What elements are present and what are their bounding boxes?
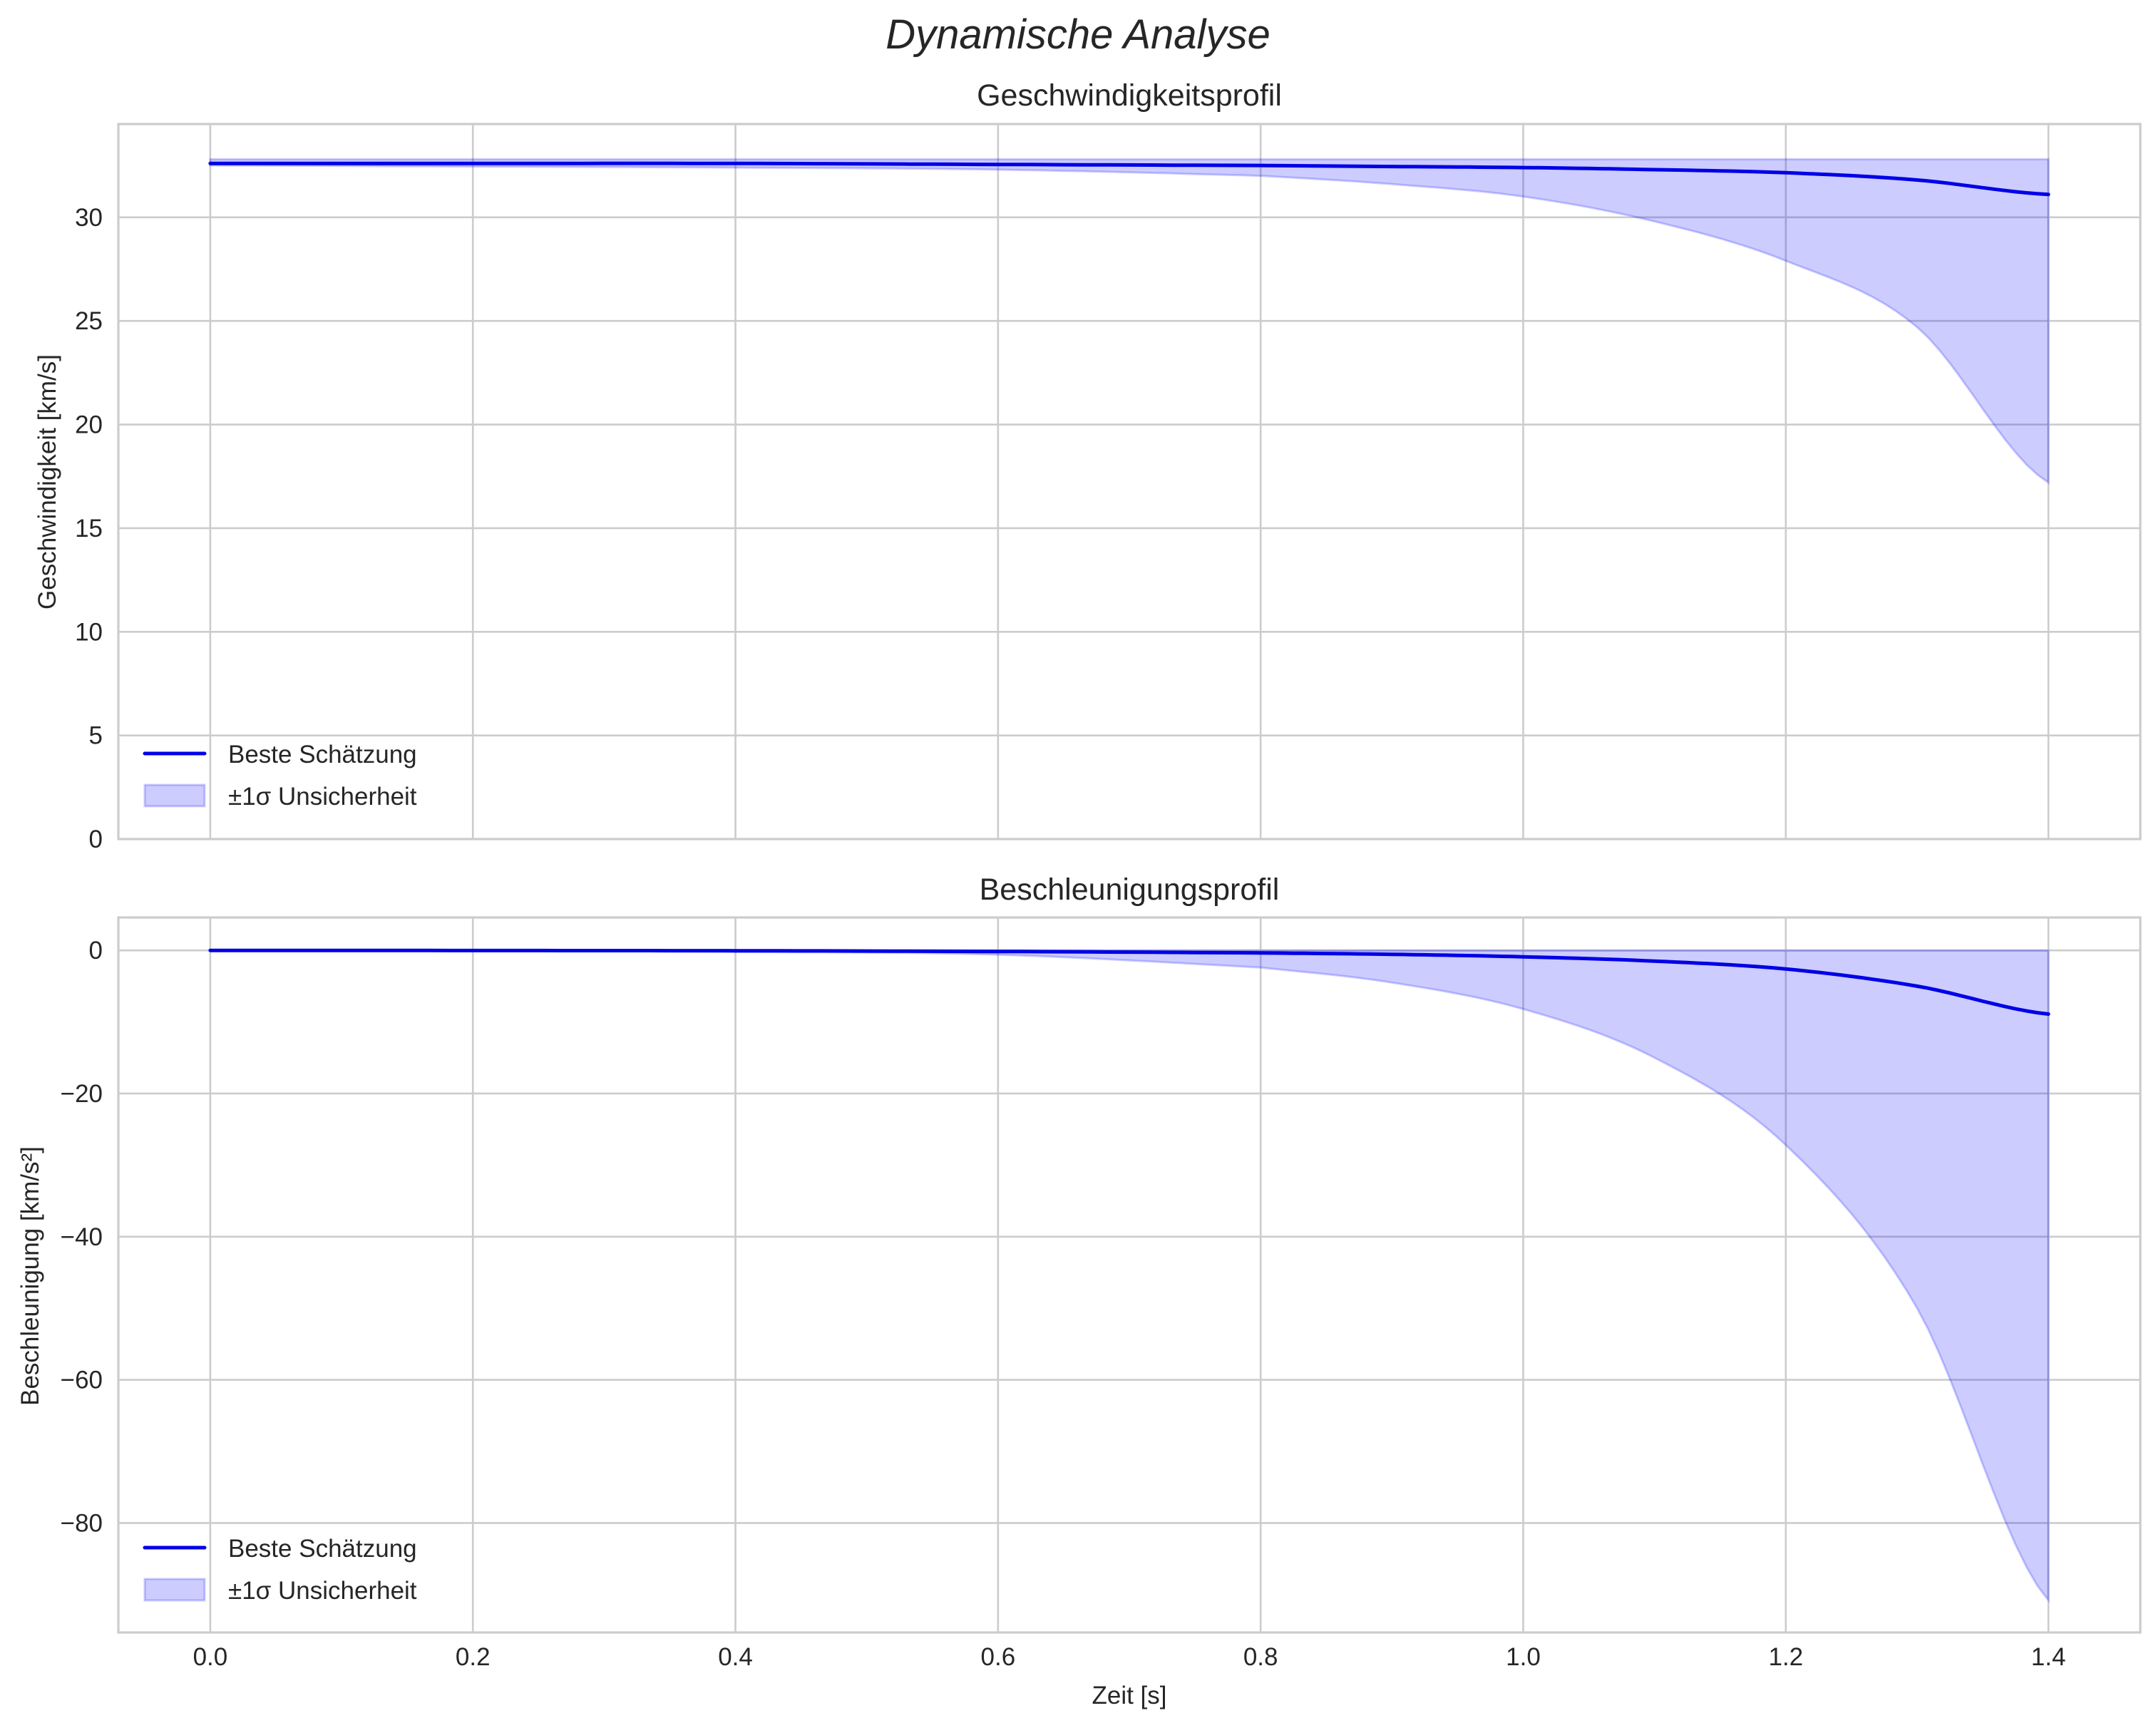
velocity-uncertainty-band bbox=[209, 158, 2050, 485]
x-tick-label: 1.4 bbox=[2031, 1643, 2066, 1671]
x-tick-label: 1.2 bbox=[1768, 1643, 1803, 1671]
velocity-grid bbox=[118, 124, 2140, 840]
x-tick-label: 0.4 bbox=[718, 1643, 753, 1671]
y-tick-label: 10 bbox=[75, 618, 103, 646]
x-tick-labels: 0.0 0.2 0.4 0.6 0.8 1.0 1.2 1.4 bbox=[193, 1643, 2066, 1671]
y-tick-label: −60 bbox=[61, 1367, 103, 1394]
acceleration-y-axis-label: Beschleunigung [km/s²] bbox=[16, 1146, 44, 1406]
y-tick-label: 20 bbox=[75, 411, 103, 439]
y-tick-label: 0 bbox=[89, 937, 103, 965]
acceleration-best-estimate-line bbox=[208, 948, 2050, 1016]
velocity-y-tick-labels: 0 5 10 15 20 25 30 bbox=[75, 204, 103, 853]
acceleration-legend: Beste Schätzung ±1σ Unsicherheit bbox=[143, 1535, 417, 1605]
legend-band-swatch bbox=[143, 783, 206, 808]
legend-label-uncertainty: ±1σ Unsicherheit bbox=[228, 783, 417, 811]
legend-label-best-estimate: Beste Schätzung bbox=[228, 741, 417, 768]
velocity-best-estimate-line bbox=[208, 161, 2050, 197]
y-tick-label: 25 bbox=[75, 307, 103, 335]
legend-label-best-estimate: Beste Schätzung bbox=[228, 1535, 417, 1563]
acceleration-panel-title: Beschleunigungsprofil bbox=[980, 873, 1280, 907]
y-tick-label: −40 bbox=[61, 1223, 103, 1251]
y-tick-label: −20 bbox=[61, 1080, 103, 1108]
y-tick-label: 0 bbox=[89, 826, 103, 853]
x-tick-label: 0.0 bbox=[193, 1643, 228, 1671]
best-estimate-line bbox=[208, 948, 2050, 1016]
uncertainty-band bbox=[209, 158, 2050, 485]
uncertainty-band bbox=[210, 949, 2050, 1604]
figure-title: Dynamische Analyse bbox=[885, 11, 1270, 58]
acceleration-y-tick-labels: 0 −20 −40 −60 −80 bbox=[61, 937, 103, 1537]
velocity-panel-title: Geschwindigkeitsprofil bbox=[977, 78, 1282, 113]
acceleration-uncertainty-band bbox=[210, 949, 2050, 1604]
velocity-y-axis-label: Geschwindigkeit [km/s] bbox=[34, 354, 61, 610]
acceleration-panel: Beschleunigungsprofil 0 −20 −40 −60 −80 Besc… bbox=[16, 873, 2142, 1709]
velocity-legend: Beste Schätzung ±1σ Unsicherheit bbox=[143, 741, 417, 811]
legend-band-swatch bbox=[143, 1578, 206, 1602]
velocity-axes-frame bbox=[117, 123, 2142, 840]
x-tick-label: 0.6 bbox=[981, 1643, 1016, 1671]
y-tick-label: −80 bbox=[61, 1509, 103, 1537]
best-estimate-line bbox=[208, 161, 2050, 197]
x-tick-label: 0.2 bbox=[456, 1643, 491, 1671]
y-tick-label: 15 bbox=[75, 515, 103, 542]
x-tick-label: 1.0 bbox=[1506, 1643, 1541, 1671]
velocity-panel: Geschwindigkeitsprofil 0 5 10 15 20 25 30 Gesc… bbox=[34, 78, 2142, 853]
legend-label-uncertainty: ±1σ Unsicherheit bbox=[228, 1577, 417, 1605]
acceleration-axes-frame bbox=[117, 916, 2142, 1634]
acceleration-grid bbox=[118, 917, 2140, 1632]
x-axis-label: Zeit [s] bbox=[1092, 1682, 1166, 1709]
y-tick-label: 5 bbox=[89, 722, 103, 750]
x-tick-label: 0.8 bbox=[1243, 1643, 1278, 1671]
y-tick-label: 30 bbox=[75, 204, 103, 232]
